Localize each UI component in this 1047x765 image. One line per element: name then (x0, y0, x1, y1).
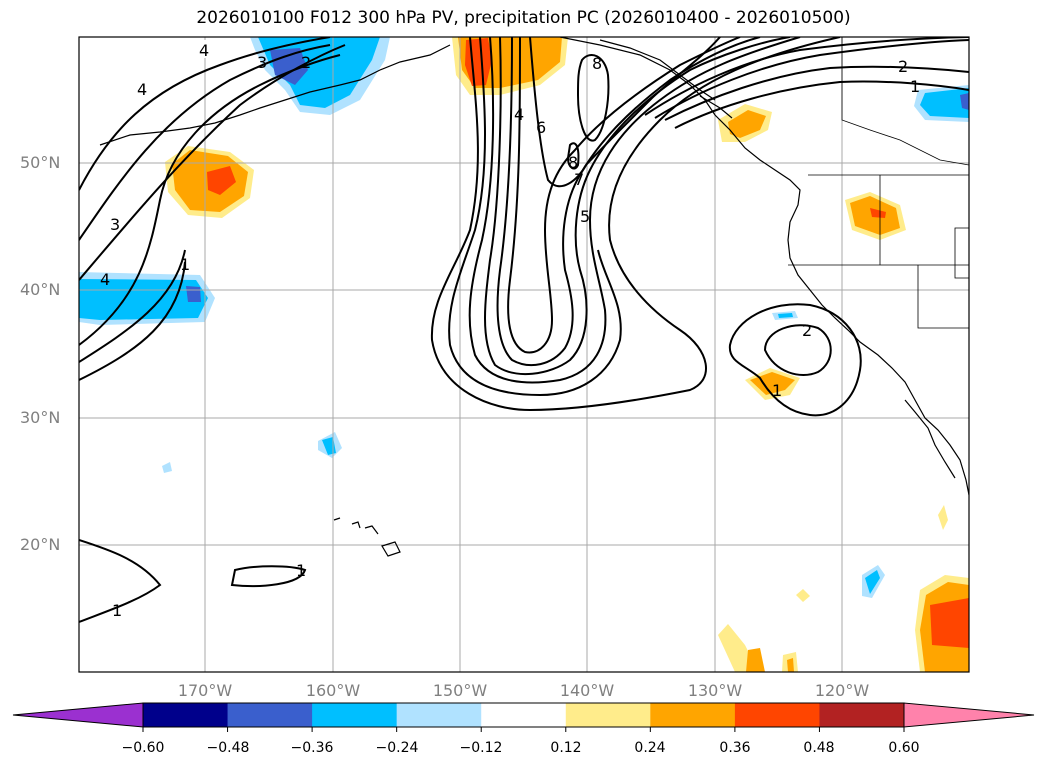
contour-label-group: 4 3 2 4 3 4 1 4 6 8 8 7 5 2 1 2 1 1 1 (100, 40, 920, 620)
colorbar-segment (143, 703, 229, 727)
precip-positive-areas (165, 37, 969, 672)
colorbar-tick-label: 0.24 (634, 740, 666, 756)
colorbar-segment (734, 703, 820, 727)
colorbar-segment (650, 703, 736, 727)
lat-label: 30°N (20, 408, 61, 427)
lat-label: 50°N (20, 153, 61, 172)
contour-label: 4 (199, 41, 209, 60)
colorbar-tick-label: −0.60 (121, 740, 165, 756)
lon-label: 170°W (177, 681, 233, 700)
lon-label: 140°W (559, 681, 615, 700)
colorbar-tick-label: −0.48 (206, 740, 250, 756)
contour-label: 2 (898, 57, 908, 76)
lon-label: 130°W (687, 681, 743, 700)
colorbar (12, 702, 1035, 732)
colorbar-tick-label: 0.60 (888, 740, 920, 756)
lon-label: 120°W (814, 681, 870, 700)
colorbar-segment (312, 703, 398, 727)
contour-label: 3 (257, 53, 267, 72)
map-frame (78, 36, 970, 673)
colorbar-tick-label: 0.48 (803, 740, 835, 756)
contour-label: 5 (580, 207, 590, 226)
contour-label: 1 (180, 255, 190, 274)
colorbar-segment (396, 703, 482, 727)
map-title: 2026010100 F012 300 hPa PV, precipitatio… (196, 8, 851, 28)
colorbar-segment (227, 703, 313, 727)
contour-label: 1 (772, 381, 782, 400)
contour-label: 4 (137, 80, 147, 99)
lon-label: 160°W (305, 681, 361, 700)
contour-label: 8 (592, 54, 602, 73)
colorbar-segment (819, 703, 905, 727)
contour-label: 1 (296, 561, 306, 580)
contour-label: 6 (536, 118, 546, 137)
colorbar-tick-label: −0.24 (375, 740, 419, 756)
lat-label: 40°N (20, 280, 61, 299)
lat-label: 20°N (20, 535, 61, 554)
contour-label: 2 (301, 53, 311, 72)
colorbar-extend-high (903, 702, 1035, 728)
pv-contours (79, 37, 969, 623)
colorbar-tick-label: −0.36 (290, 740, 334, 756)
borders (788, 37, 969, 329)
contour-label: 4 (514, 105, 524, 124)
contour-label: 3 (110, 215, 120, 234)
colorbar-extend-low (12, 702, 144, 728)
colorbar-tick-label: −0.12 (459, 740, 503, 756)
contour-label: 1 (910, 77, 920, 96)
contour-label: 8 (568, 153, 578, 172)
graticule (79, 37, 969, 672)
colorbar-segment (481, 703, 567, 727)
contour-label: 7 (574, 170, 584, 189)
colorbar-tick-label: 0.36 (719, 740, 751, 756)
contour-label: 1 (112, 601, 122, 620)
lon-label: 150°W (432, 681, 488, 700)
contour-label: 2 (802, 321, 812, 340)
contour-label: 4 (100, 270, 110, 289)
colorbar-frame (142, 702, 905, 728)
colorbar-tick-label: 0.12 (550, 740, 582, 756)
colorbar-segment (565, 703, 651, 727)
